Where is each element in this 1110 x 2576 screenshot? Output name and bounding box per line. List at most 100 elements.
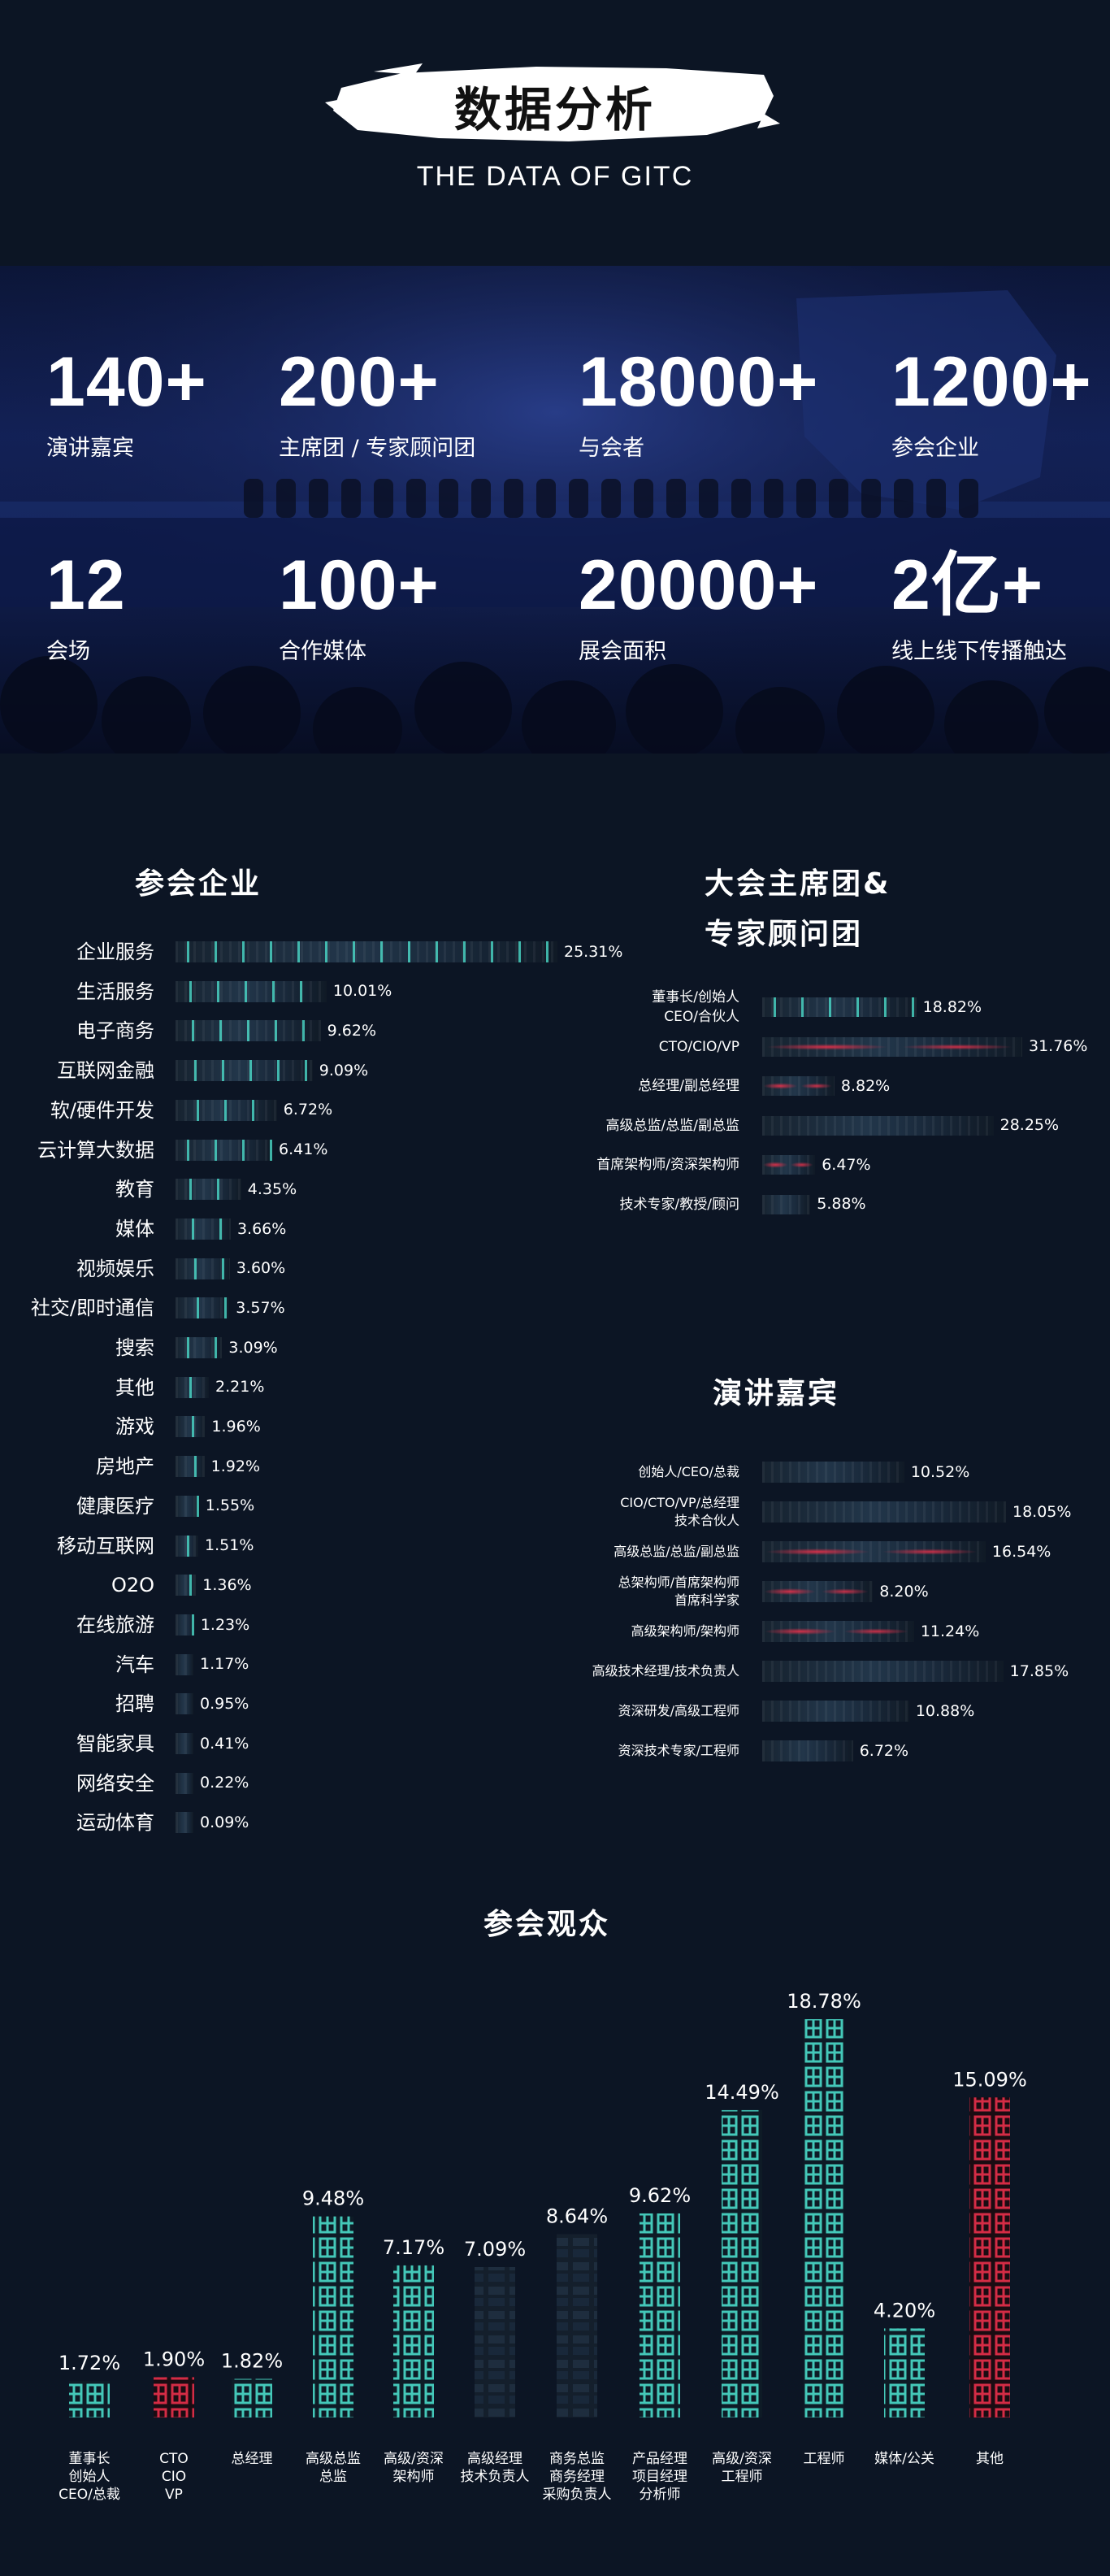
bar-category-label-line: O2O	[111, 1574, 154, 1597]
section-title-committee-line1: 大会主席团&	[705, 867, 891, 901]
stat-reach: 2亿+ 线上线下传播触达	[891, 550, 1067, 665]
bar-value-label: 9.62%	[327, 1022, 376, 1040]
audience-bar	[393, 2265, 434, 2417]
bar	[176, 1772, 193, 1794]
bar	[176, 1060, 313, 1082]
bar-category-label-line: 教育	[115, 1178, 154, 1201]
audience-bar-value-label: 1.82%	[221, 2350, 283, 2373]
bar	[176, 1614, 194, 1636]
bar-value-label: 0.41%	[200, 1734, 249, 1753]
bar-value-label: 3.60%	[236, 1259, 286, 1278]
bar	[176, 1020, 321, 1042]
audience-category-label: CEO/总裁	[59, 2487, 120, 2503]
bar	[762, 1194, 811, 1214]
bar	[176, 941, 557, 962]
audience-bar-value-label: 1.72%	[59, 2352, 120, 2374]
bar	[762, 1501, 1006, 1523]
bar	[176, 1099, 277, 1121]
audience-category-label: 高级/资深	[712, 2451, 772, 2467]
bar-category-label-line: 网络安全	[76, 1771, 154, 1795]
bar-category-label-line: 移动互联网	[57, 1534, 154, 1557]
bar	[762, 1541, 986, 1562]
bar-value-label: 6.41%	[279, 1140, 328, 1159]
bar-category-label: 首席架构师/资深架构师	[0, 1155, 739, 1175]
audience-bar	[804, 2019, 844, 2417]
bar-category-label-line: 社交/即时通信	[30, 1297, 154, 1320]
audience-bar-value-label: 8.64%	[546, 2205, 608, 2228]
bar-category-label: 企业服务	[0, 940, 154, 964]
stat-value: 1200+	[891, 343, 1092, 421]
bar-category-label-line: 技术合伙人	[674, 1513, 739, 1528]
audience-bar	[640, 2213, 680, 2417]
page-subtitle: THE DATA OF GITC	[416, 161, 694, 192]
bar-category-label-line: 高级技术经理/技术负责人	[592, 1663, 739, 1679]
stat-attendees: 18000+ 与会者	[579, 347, 818, 462]
bar-value-label: 11.24%	[920, 1622, 980, 1640]
bar-category-label-line: 房地产	[96, 1455, 154, 1479]
audience-bar-value-label: 7.17%	[383, 2236, 444, 2259]
bar-category-label: 资深研发/高级工程师	[0, 1702, 739, 1720]
bar-category-label: 董事长/创始人 CEO/合伙人	[0, 988, 739, 1027]
stat-label: 参会企业	[891, 436, 979, 461]
bar-category-label-line: 总经理/副总经理	[638, 1078, 739, 1094]
bar-category-label: 移动互联网	[0, 1534, 154, 1558]
bar-value-label: 1.51%	[205, 1536, 254, 1555]
stat-companies: 1200+ 参会企业	[891, 347, 1092, 462]
bar-category-label: 游戏	[0, 1414, 154, 1439]
section-title-companies: 参会企业	[135, 867, 262, 901]
audience-bar	[69, 2381, 110, 2417]
bar	[762, 1740, 853, 1761]
bar-category-label-line: 董事长/创始人	[652, 989, 739, 1006]
bar-value-label: 1.23%	[200, 1615, 250, 1634]
audience-category-label: 产品经理	[632, 2451, 687, 2467]
bar-value-label: 4.35%	[247, 1179, 297, 1198]
audience-category-label: VP	[165, 2487, 183, 2503]
bar	[176, 1337, 223, 1358]
bar-category-label-line: 其他	[115, 1375, 154, 1399]
bar-value-label: 8.20%	[879, 1582, 929, 1601]
bar-category-label-line: 汽车	[115, 1653, 154, 1676]
bar-value-label: 2.21%	[215, 1378, 265, 1397]
bar-category-label-line: 视频娱乐	[76, 1257, 154, 1280]
bar-category-label: 招聘	[0, 1692, 154, 1716]
bar-category-label-line: 资深技术专家/工程师	[618, 1743, 739, 1758]
bar	[176, 980, 327, 1002]
bar-value-label: 28.25%	[999, 1116, 1060, 1135]
audience-category-label: 商务经理	[549, 2469, 605, 2485]
bar-value-label: 31.76%	[1029, 1037, 1088, 1056]
brush-stroke-banner	[325, 63, 780, 141]
bar-category-label-line: 搜索	[115, 1336, 154, 1359]
stat-label: 线上线下传播触达	[891, 639, 1067, 664]
audience-category-label: 项目经理	[632, 2469, 687, 2485]
bar-category-label: 高级总监/总监/副总监	[0, 1116, 739, 1136]
bar	[176, 1456, 205, 1478]
bar-value-label: 16.54%	[991, 1542, 1051, 1561]
bar-value-label: 18.05%	[1012, 1502, 1072, 1521]
bar-category-label-line: 首席架构师/资深架构师	[596, 1157, 739, 1173]
bar-value-label: 25.31%	[564, 942, 623, 961]
audience-category-label: 工程师	[804, 2451, 845, 2467]
bar-category-label-line: 电子商务	[76, 1019, 154, 1043]
stat-label: 展会面积	[579, 639, 666, 664]
bar-category-label: 总架构师/首席架构师 首席科学家	[0, 1574, 739, 1609]
bar-category-label-line: 高级总监/总监/副总监	[605, 1117, 739, 1134]
bar	[762, 1701, 909, 1722]
bar-value-label: 3.57%	[236, 1298, 285, 1317]
event-photo-banner: 140+ 演讲嘉宾 200+ 主席团 / 专家顾问团 18000+ 与会者 12…	[0, 266, 1110, 754]
audience-category-label: 媒体/公关	[874, 2451, 934, 2467]
stat-label: 会场	[46, 639, 90, 664]
audience-category-label: 高级总监	[306, 2451, 361, 2467]
page-title: 数据分析	[453, 82, 656, 137]
bar-category-label-line: 高级总监/总监/副总监	[614, 1544, 739, 1559]
bar-category-label-line: 资深研发/高级工程师	[618, 1703, 739, 1718]
bar	[762, 1115, 994, 1136]
bar-category-label-line: 技术专家/教授/顾问	[619, 1196, 739, 1213]
bar-category-label-line: 企业服务	[76, 940, 154, 963]
audience-bar-value-label: 4.20%	[874, 2299, 935, 2322]
bar-value-label: 10.52%	[910, 1462, 970, 1481]
bar-category-label-line: 运动体育	[76, 1811, 154, 1835]
bar-category-label-line: 游戏	[115, 1415, 154, 1439]
audience-bar	[722, 2109, 762, 2417]
bar-category-label: 教育	[0, 1177, 154, 1201]
